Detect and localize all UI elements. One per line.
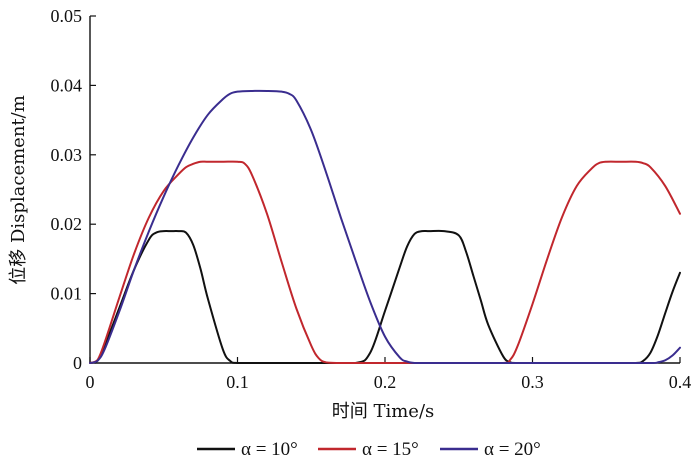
x-tick-label: 0.3 bbox=[521, 372, 544, 392]
series-line-1 bbox=[89, 229, 681, 365]
legend: α = 10° α = 15° α = 20° bbox=[197, 439, 541, 460]
series-line-2 bbox=[89, 160, 681, 365]
y-tick-label: 0.04 bbox=[51, 75, 83, 95]
x-tick-label: 0.2 bbox=[374, 372, 397, 392]
x-tick-label: 0.4 bbox=[669, 372, 692, 392]
legend-label-3: α = 20° bbox=[484, 439, 541, 460]
y-axis-ticks: 0 0.01 0.02 0.03 0.04 0.05 bbox=[51, 6, 96, 373]
x-tick-label: 0.1 bbox=[226, 372, 249, 392]
series-lines bbox=[89, 89, 681, 365]
y-tick-label: 0.05 bbox=[51, 6, 83, 26]
y-axis-title: 位移 Displacement/m bbox=[8, 95, 29, 285]
x-tick-label: 0 bbox=[86, 372, 95, 392]
x-axis-title: 时间 Time/s bbox=[332, 401, 435, 422]
series-line-3 bbox=[89, 89, 681, 365]
y-tick-label: 0.03 bbox=[51, 145, 83, 165]
legend-label-2: α = 15° bbox=[362, 439, 419, 460]
x-axis-ticks: 0 0.1 0.2 0.3 0.4 bbox=[86, 357, 692, 392]
legend-label-1: α = 10° bbox=[241, 439, 298, 460]
y-tick-label: 0.01 bbox=[51, 284, 83, 304]
y-tick-label: 0 bbox=[73, 353, 82, 373]
y-tick-label: 0.02 bbox=[51, 214, 83, 234]
